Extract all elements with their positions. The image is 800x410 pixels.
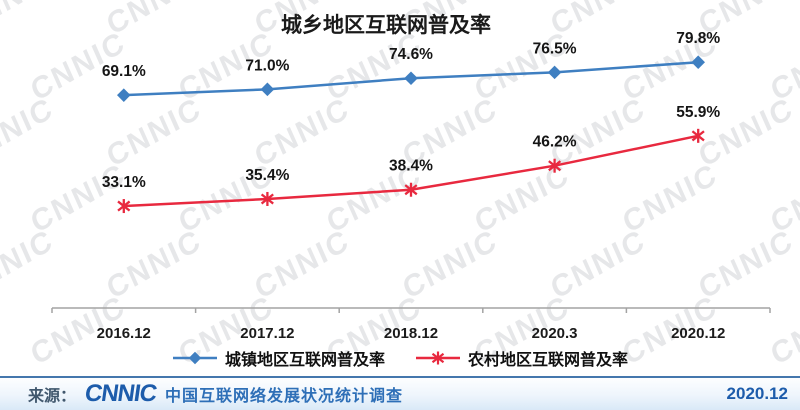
legend-item-rural: 农村地区互联网普及率 (415, 346, 628, 370)
report-date: 2020.12 (726, 384, 788, 403)
legend-item-urban: 城镇地区互联网普及率 (172, 346, 385, 370)
chart-title: 城乡地区互联网普及率 (281, 13, 491, 37)
rural-data-label: 35.4% (245, 167, 289, 184)
urban-data-point-marker (691, 55, 705, 70)
urban-data-point-marker (260, 82, 275, 97)
source-description: 中国互联网络发展状况统计调查 (165, 388, 404, 405)
rural-series-asterisk-marker-icon (416, 351, 460, 365)
legend-label-rural: 农村地区互联网普及率 (468, 352, 629, 369)
source: 来源： CNNIC 中国互联网络发展状况统计调查 (28, 380, 404, 407)
cnnic-logo: CNNIC (83, 380, 158, 407)
urban-data-label: 71.0% (245, 57, 289, 74)
legend: 城镇地区互联网普及率 农村地区互联网普及率 (0, 345, 800, 371)
urban-data-point-marker (117, 88, 131, 102)
urban-data-label: 79.8% (676, 30, 720, 47)
rural-data-point-marker (691, 130, 705, 142)
urban-data-point-marker (547, 65, 562, 80)
x-axis-label: 2017.12 (240, 325, 294, 342)
urban-data-label: 74.6% (389, 46, 433, 63)
rural-data-label: 38.4% (389, 158, 433, 175)
source-bar: 来源： CNNIC 中国互联网络发展状况统计调查 2020.12 (0, 376, 800, 410)
source-prefix-label: 来源： (28, 388, 77, 405)
urban-data-label: 76.5% (533, 40, 577, 57)
x-axis-label: 2018.12 (384, 325, 438, 342)
rural-data-point-marker (117, 200, 131, 212)
rural-data-label: 55.9% (676, 104, 720, 121)
rural-data-label: 46.2% (533, 134, 577, 151)
urban-data-point-marker (404, 71, 418, 86)
rural-data-point-marker (548, 160, 562, 172)
urban-data-label: 69.1% (102, 63, 146, 80)
urban-series-diamond-marker-icon (172, 351, 217, 365)
rural-data-point-marker (260, 193, 274, 205)
x-axis-label: 2020.3 (532, 325, 578, 342)
rural-data-label: 33.1% (102, 174, 146, 191)
x-axis-label: 2020.12 (671, 325, 725, 342)
legend-label-urban: 城镇地区互联网普及率 (224, 352, 385, 369)
line-chart: 城乡地区互联网普及率 2016.12 2017.12 2018.12 2020.3 20… (51, 13, 771, 342)
chart-plot-area: 2016.12 2017.12 2018.12 2020.3 2020.12 69.1% 7… (51, 30, 771, 342)
x-axis-label: 2016.12 (97, 325, 151, 342)
rural-data-point-marker (404, 184, 418, 196)
